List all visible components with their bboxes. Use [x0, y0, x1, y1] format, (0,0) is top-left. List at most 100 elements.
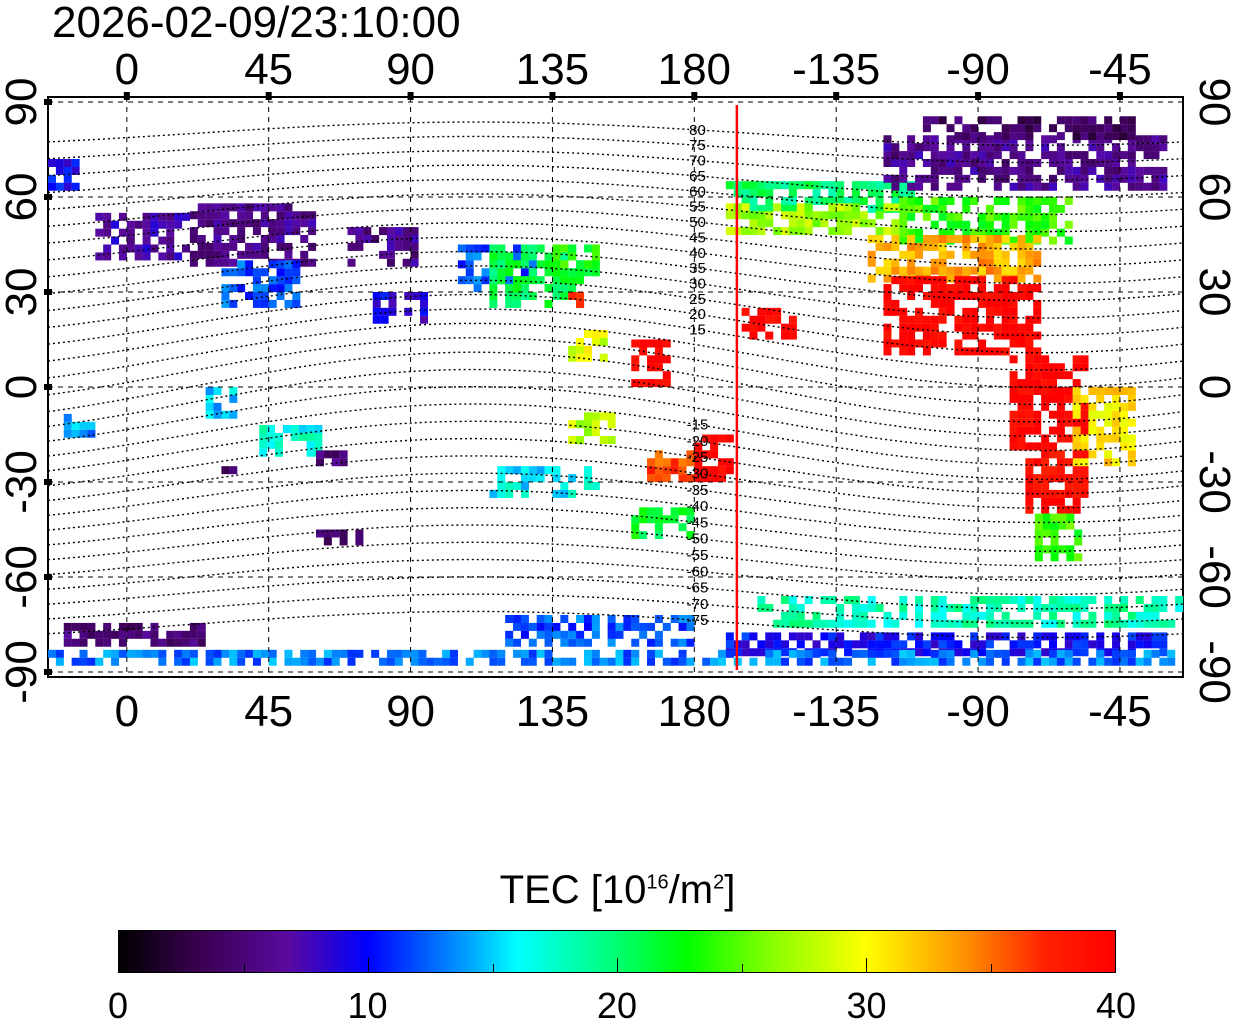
tec-cell [915, 204, 924, 213]
tec-cell [1167, 619, 1176, 628]
tec-cell [915, 339, 924, 348]
tec-cell [773, 203, 782, 212]
tec-cell [544, 268, 553, 277]
tec-cell [993, 299, 1002, 308]
tec-cell [260, 203, 269, 212]
tec-cell [1034, 537, 1043, 546]
tec-cell [993, 132, 1002, 141]
tec-cell [290, 425, 299, 433]
tec-cell [1017, 402, 1026, 411]
tec-cell [1025, 657, 1034, 666]
tec-cell [875, 242, 884, 251]
tec-cell [938, 258, 947, 267]
tec-cell [1080, 426, 1089, 435]
tec-cell [331, 529, 340, 538]
tec-cell [388, 299, 397, 308]
tec-cell [1041, 402, 1050, 411]
magnetic-latitude-label: 30 [689, 275, 706, 292]
tec-cell [985, 603, 994, 612]
tec-cell [1066, 545, 1075, 554]
tec-cell [1080, 151, 1089, 160]
magnetic-latitude-contour [47, 337, 1184, 406]
tec-cell [1009, 132, 1018, 141]
tec-cell [95, 212, 104, 221]
tec-cell [654, 474, 663, 483]
tec-cell [1025, 124, 1034, 133]
tec-cell [229, 387, 238, 395]
tec-cell [1033, 474, 1042, 483]
tec-cell [55, 649, 64, 658]
tec-cell [497, 482, 506, 490]
tec-cell [907, 250, 916, 259]
tec-patch [259, 425, 323, 457]
magnetic-latitude-contour [47, 265, 1184, 319]
tec-cell [1056, 657, 1065, 666]
tec-cell [229, 242, 238, 251]
tec-cell [647, 622, 656, 631]
tec-cell [922, 204, 931, 213]
tec-cell [938, 197, 947, 205]
tec-cell [970, 197, 979, 205]
tec-cell [497, 260, 506, 269]
tec-cell [1119, 402, 1128, 411]
tec-cell [938, 315, 947, 324]
tec-cell [867, 181, 876, 190]
tec-cell [323, 537, 332, 546]
tec-cell [765, 331, 774, 340]
tec-cell [568, 292, 577, 300]
tec-cell [1127, 640, 1136, 649]
tec-cell [48, 649, 56, 658]
magnetic-latitude-label: 50 [689, 214, 706, 231]
tec-cell [654, 466, 663, 475]
tec-cell [1001, 331, 1010, 340]
tec-cell [970, 640, 979, 649]
tec-cell [284, 268, 293, 277]
tec-cell [1001, 212, 1010, 221]
tec-cell [749, 204, 758, 213]
tec-cell [1064, 197, 1073, 205]
tec-cell [875, 235, 884, 243]
tec-cell [1033, 116, 1042, 125]
tec-cell [891, 632, 900, 641]
tec-cell [189, 638, 198, 647]
tec-cell [560, 276, 569, 285]
tec-cell [788, 227, 797, 236]
tec-cell [1080, 116, 1089, 125]
tec-cell [536, 244, 545, 253]
tec-cell [1056, 418, 1065, 427]
tec-cell [1088, 657, 1097, 666]
tec-cell [859, 181, 868, 190]
tec-cell [306, 432, 315, 441]
tec-cell [1017, 250, 1026, 259]
tec-cell [1025, 323, 1034, 332]
tec-cell [930, 619, 939, 628]
colorbar [118, 930, 1116, 973]
tec-cell [946, 166, 955, 175]
tec-cell [1017, 434, 1026, 443]
tec-cell [662, 458, 671, 467]
tec-cell [1064, 236, 1073, 245]
tec-cell [1119, 434, 1128, 443]
tec-cell [1127, 611, 1136, 620]
tec-cell [662, 622, 671, 631]
tec-cell [126, 622, 135, 631]
tec-cell [591, 244, 600, 253]
tec-cell [205, 410, 214, 419]
tec-cell [528, 638, 537, 647]
tec-cell [1033, 426, 1042, 435]
tec-cell [552, 292, 561, 300]
tec-cell [1009, 323, 1018, 332]
tec-cell [71, 159, 80, 167]
tec-cell [71, 166, 80, 175]
right-lat-tick-label: 90 [1190, 78, 1235, 127]
tec-cell [922, 159, 931, 167]
tec-cell [1058, 513, 1067, 522]
tec-cell [1001, 596, 1010, 604]
tec-cell [741, 648, 750, 657]
tec-cell [1056, 505, 1065, 514]
magnetic-latitude-contour [47, 193, 1184, 233]
tec-cell [907, 347, 916, 356]
tec-cell [922, 174, 931, 183]
tec-cell [891, 189, 900, 198]
tec-cell [1072, 611, 1081, 620]
